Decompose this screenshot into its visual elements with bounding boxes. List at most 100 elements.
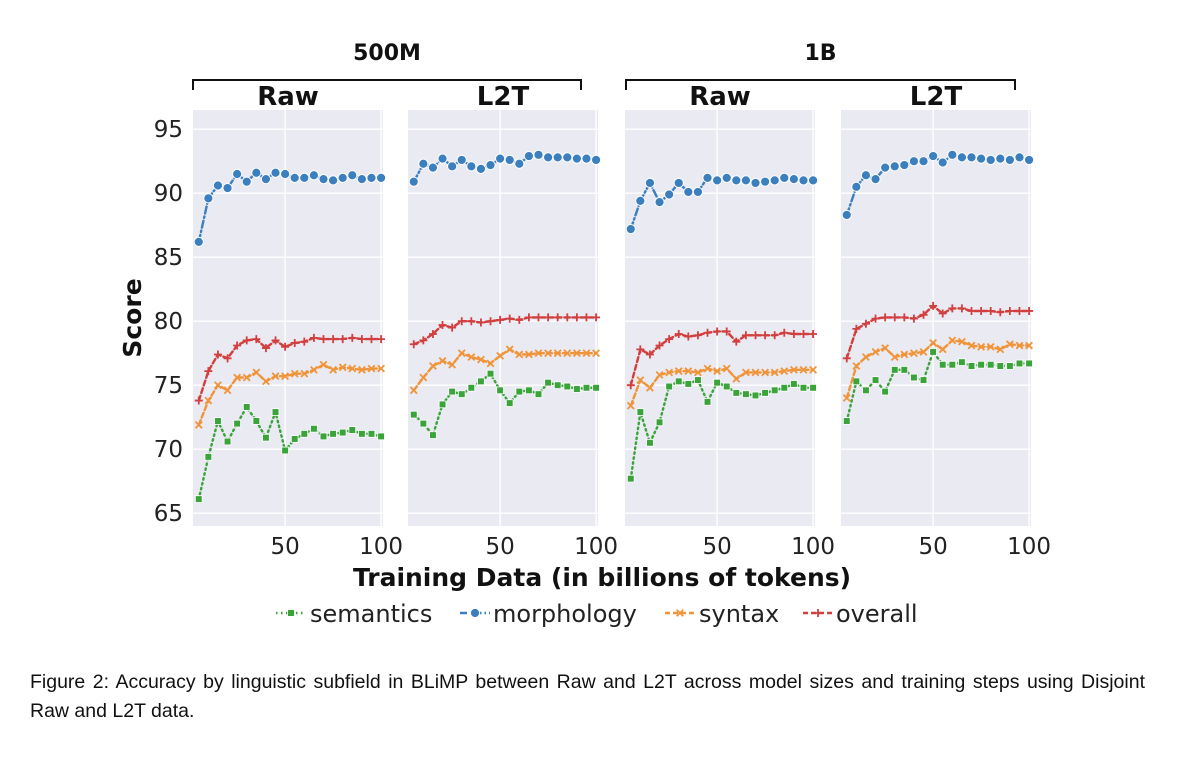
- morphology-point: [328, 175, 339, 186]
- legend-item-morphology: morphology: [460, 600, 637, 628]
- syntax-point: [496, 351, 505, 360]
- syntax-point: [909, 349, 918, 358]
- morphology-point: [702, 172, 713, 183]
- overall-point: [852, 324, 861, 333]
- morphology-point: [571, 153, 582, 164]
- semantics-point: [871, 376, 880, 384]
- syntax-point: [329, 365, 338, 374]
- morphology-point: [523, 150, 535, 162]
- syntax-point: [438, 356, 447, 365]
- syntax-point: [271, 372, 280, 381]
- syntax-point: [929, 339, 938, 347]
- morphology-point: [251, 167, 262, 178]
- morphology-point: [889, 161, 900, 172]
- syntax-point: [505, 345, 514, 354]
- morphology-point: [760, 176, 771, 187]
- semantics-point: [790, 380, 798, 388]
- syntax-point: [457, 349, 466, 358]
- semantics-point: [429, 431, 437, 439]
- syntax-point: [252, 368, 261, 377]
- semantics-point: [544, 378, 552, 387]
- overall-point: [467, 317, 476, 326]
- legend-item-syntax: syntax: [665, 600, 779, 628]
- morphology-point: [222, 182, 233, 194]
- x-tick-label: 50: [702, 534, 731, 560]
- morphology-point: [203, 193, 214, 204]
- overall-point: [645, 350, 654, 359]
- overall-point: [842, 354, 851, 363]
- x-tick-label: 100: [574, 534, 618, 560]
- semantics-point: [419, 419, 428, 428]
- syntax-point: [300, 369, 309, 378]
- morphology-point: [860, 170, 872, 181]
- morphology-point: [318, 174, 329, 185]
- overall-point: [929, 301, 938, 310]
- morphology-point: [356, 174, 367, 185]
- syntax-point: [1025, 341, 1034, 350]
- semantics-point: [862, 386, 870, 395]
- morphology-point: [740, 175, 752, 186]
- group-label-1: 1B: [804, 41, 836, 66]
- semantics-point: [563, 382, 572, 391]
- syntax-point: [852, 362, 861, 370]
- figure-caption: Figure 2: Accuracy by linguistic subfiel…: [30, 671, 1145, 722]
- semantics-point: [977, 360, 985, 369]
- overall-point: [409, 340, 418, 349]
- syntax-point: [338, 363, 347, 372]
- overall-point: [713, 327, 722, 336]
- syntax-point: [281, 372, 290, 381]
- x-tick-label: 50: [485, 534, 514, 560]
- semantics-point: [751, 391, 760, 400]
- syntax-point: [467, 353, 476, 361]
- semantics-point: [674, 377, 683, 386]
- semantics-point: [329, 430, 337, 438]
- y-tick-label: 70: [154, 437, 183, 463]
- morphology-point: [485, 159, 496, 171]
- overall-point: [367, 335, 376, 344]
- panel-2: [625, 110, 819, 526]
- morphology-point: [721, 172, 732, 183]
- syntax-point: [646, 383, 654, 392]
- semantics-point: [1015, 359, 1024, 368]
- overall-point: [290, 338, 299, 347]
- morphology-point: [870, 174, 881, 185]
- morphology-point: [375, 172, 387, 183]
- morphology-point: [966, 152, 977, 163]
- syntax-point: [713, 367, 722, 376]
- syntax-point: [429, 362, 437, 370]
- semantics-point: [799, 383, 808, 392]
- semantics-point: [958, 358, 966, 366]
- y-tick-label: 95: [154, 117, 183, 143]
- syntax-point: [938, 345, 947, 354]
- morphology-point: [798, 175, 809, 186]
- syntax-point: [881, 344, 890, 353]
- overall-point: [261, 344, 270, 353]
- overall-point: [977, 306, 986, 315]
- syntax-point: [367, 364, 376, 373]
- semantics-point: [592, 383, 600, 392]
- morphology-point: [514, 158, 525, 169]
- syntax-point: [582, 349, 591, 358]
- syntax-point: [572, 349, 581, 358]
- semantics-point: [694, 376, 702, 384]
- semantics-point: [626, 474, 635, 483]
- semantics-point: [919, 376, 928, 384]
- overall-point: [655, 341, 664, 350]
- semantics-point: [358, 430, 366, 438]
- overall-point: [582, 313, 591, 322]
- overall-point: [799, 330, 808, 338]
- x-tick-label: 100: [1007, 534, 1051, 560]
- morphology-point: [625, 223, 636, 235]
- legend-label-morphology: morphology: [493, 600, 637, 628]
- syntax-point: [448, 360, 457, 369]
- morphology-point: [985, 154, 996, 166]
- syntax-point: [242, 373, 251, 382]
- morphology-point: [899, 159, 910, 171]
- overall-point: [486, 317, 495, 326]
- semantics-point: [271, 408, 280, 416]
- panel-title-1: L2T: [477, 82, 530, 112]
- semantics-point: [948, 360, 957, 369]
- semantics-point: [967, 362, 976, 370]
- morphology-point: [976, 153, 987, 164]
- syntax-point: [419, 373, 428, 382]
